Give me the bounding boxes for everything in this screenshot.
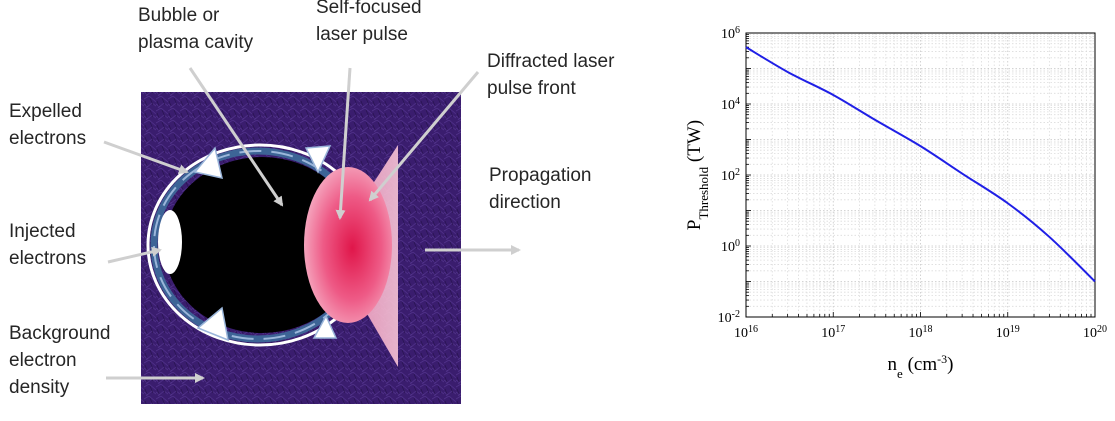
wakefield-diagram xyxy=(103,67,521,404)
x-tick-label: 1018 xyxy=(909,324,933,342)
label-diffracted: Diffracted laser pulse front xyxy=(487,51,615,99)
label-injected: Injected electrons xyxy=(9,221,87,269)
arrow-injected xyxy=(107,246,162,264)
label-bubble: Bubble or plasma cavity xyxy=(138,5,254,53)
tick-labels: 1016 1017 1018 1019 1020 10-2 100 102 104 106 xyxy=(718,25,1107,342)
electron-marker xyxy=(196,306,229,342)
y-tick-label: 100 xyxy=(721,238,740,256)
arrow-expelled xyxy=(103,140,189,174)
chart-ticks xyxy=(745,34,1092,318)
y-tick-label: 102 xyxy=(721,167,740,185)
electron-marker xyxy=(312,314,338,339)
x-tick-label: 1016 xyxy=(734,324,758,342)
injected-bunch xyxy=(158,210,182,274)
label-expelled: Expelled electrons xyxy=(9,101,87,149)
chart-grid xyxy=(745,33,1095,318)
series-line xyxy=(745,46,1096,283)
y-axis-label: PThreshold (TW) xyxy=(684,120,711,230)
x-tick-label: 1017 xyxy=(821,324,845,342)
y-tick-label: 106 xyxy=(721,25,740,43)
arrow-diffracted xyxy=(368,71,480,202)
x-tick-label: 1020 xyxy=(1083,324,1107,342)
plasma-cavity xyxy=(164,157,360,333)
label-background: Background electron density xyxy=(9,323,111,398)
electron-marker xyxy=(193,146,224,179)
x-axis-label: ne (cm-3) xyxy=(888,352,954,381)
arrow-self-focused xyxy=(335,67,352,220)
label-propagation: Propagation direction xyxy=(489,165,592,213)
arrow-bubble xyxy=(188,67,284,207)
x-tick-label: 1019 xyxy=(996,324,1020,342)
electron-marker xyxy=(304,145,332,174)
y-tick-label: 104 xyxy=(721,96,740,114)
laser-pulse xyxy=(304,167,392,323)
label-self-focused: Self-focused laser pulse xyxy=(316,0,422,45)
threshold-power-chart: 1016 1017 1018 1019 1020 10-2 100 102 104 106 ne … xyxy=(684,25,1107,381)
y-tick-label: 10-2 xyxy=(718,309,740,327)
